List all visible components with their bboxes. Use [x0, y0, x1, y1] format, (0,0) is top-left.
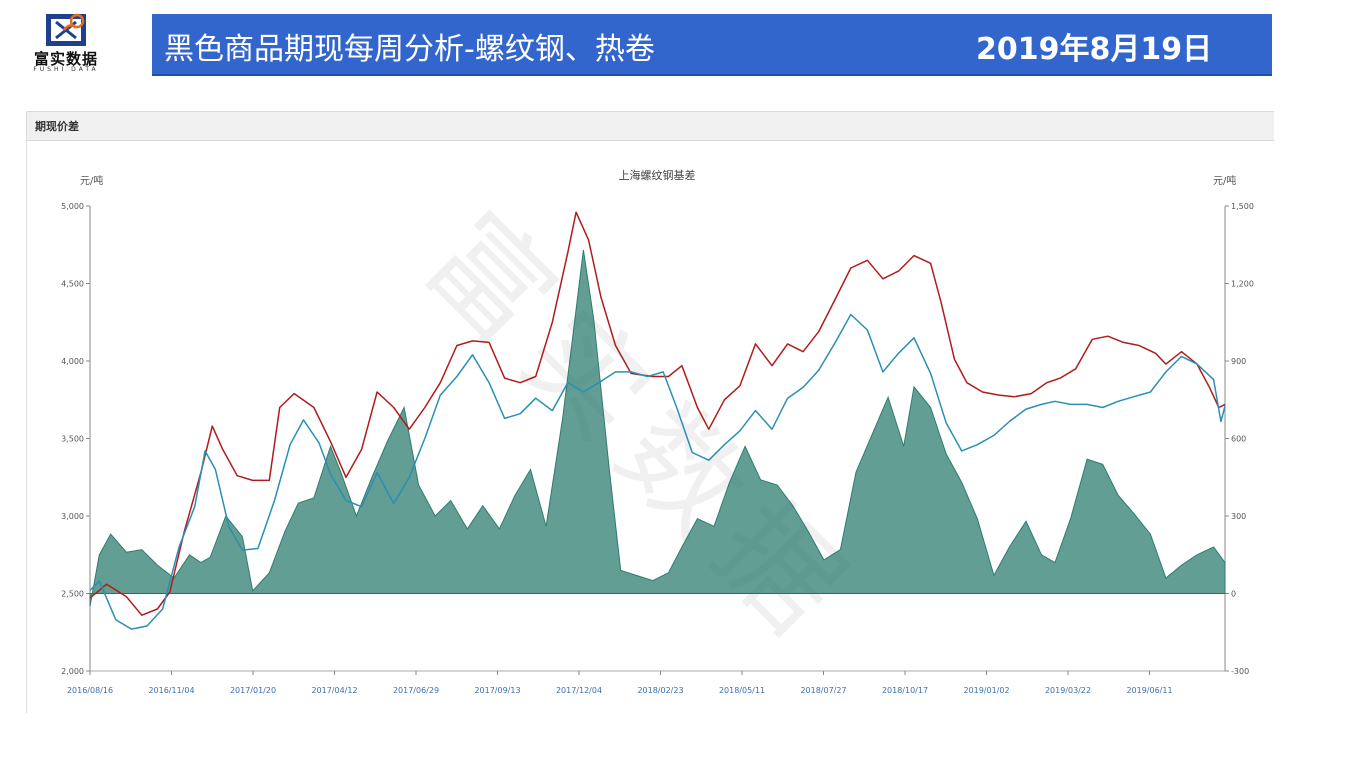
- x-tick-label: 2018/10/17: [882, 686, 928, 695]
- y-right-tick-label: -300: [1231, 667, 1249, 676]
- y-left-unit: 元/吨: [80, 174, 103, 187]
- x-tick-label: 2016/11/04: [148, 686, 194, 695]
- y-left-tick-label: 4,000: [61, 357, 84, 366]
- series-spot-line: [89, 211, 1226, 616]
- logo-subtext: FUSHI DATA: [33, 66, 99, 73]
- y-left-tick-label: 2,500: [61, 590, 84, 599]
- y-left-tick-label: 3,500: [61, 435, 84, 444]
- y-right-tick-label: 0: [1231, 590, 1236, 599]
- series-basis-area: [89, 249, 1226, 607]
- y-right-unit: 元/吨: [1213, 174, 1236, 187]
- y-right-tick-label: 1,500: [1231, 202, 1254, 211]
- y-left-tick-label: 3,000: [61, 512, 84, 521]
- x-tick-label: 2018/07/27: [800, 686, 846, 695]
- report-date: 2019年8月19日: [976, 32, 1213, 67]
- y-right-tick-label: 1,200: [1231, 280, 1254, 289]
- x-tick-label: 2019/03/22: [1045, 686, 1091, 695]
- y-right-tick-label: 300: [1231, 512, 1246, 521]
- x-tick-label: 2019/01/02: [963, 686, 1009, 695]
- chart-panel: 期现价差: [26, 111, 1275, 713]
- x-tick-label: 2017/09/13: [474, 686, 520, 695]
- logo-text: 富实数据: [33, 50, 98, 68]
- x-tick-label: 2018/05/11: [719, 686, 765, 695]
- series-futures-line: [89, 313, 1226, 630]
- page-title: 黑色商品期现每周分析-螺纹钢、热卷: [164, 32, 655, 67]
- x-tick-label: 2017/06/29: [393, 686, 439, 695]
- panel-header: 期现价差: [27, 111, 1274, 141]
- watermark-text: 富实数据: [400, 188, 882, 670]
- y-left-tick-label: 4,500: [61, 280, 84, 289]
- x-tick-label: 2018/02/23: [637, 686, 683, 695]
- y-right-tick-label: 600: [1231, 435, 1246, 444]
- y-left-tick-label: 2,000: [61, 667, 84, 676]
- x-tick-label: 2017/01/20: [230, 686, 276, 695]
- x-tick-label: 2016/08/16: [67, 686, 113, 695]
- x-tick-label: 2017/12/04: [556, 686, 602, 695]
- header-banner: 黑色商品期现每周分析-螺纹钢、热卷 2019年8月19日: [152, 14, 1272, 76]
- x-tick-label: 2017/04/12: [311, 686, 357, 695]
- x-tick-label: 2019/06/11: [1126, 686, 1172, 695]
- y-right-tick-label: 900: [1231, 357, 1246, 366]
- fushi-logo-icon: [46, 13, 86, 46]
- chart-title: 上海螺纹钢基差: [619, 168, 696, 182]
- panel-title: 期现价差: [35, 120, 79, 133]
- y-left-tick-label: 5,000: [61, 202, 84, 211]
- fushi-logo: 富实数据 FUSHI DATA: [16, 10, 116, 73]
